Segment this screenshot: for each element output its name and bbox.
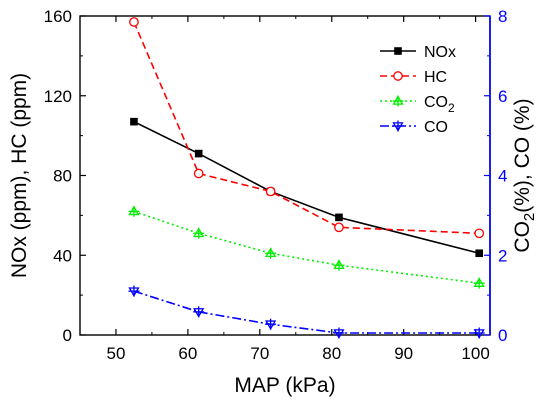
legend-marker [393,71,403,81]
plot-frame [79,15,491,336]
y-left-tick-label: 80 [53,167,72,186]
y-right-tick-label: 4 [498,167,507,186]
data-point-co2 [193,227,205,239]
y-axis-right-title: CO2(%), CO (%) [511,98,538,252]
data-point-hc [193,168,204,179]
y-left-tick-label: 160 [44,7,72,26]
series-co2 [128,205,485,289]
data-point-co [264,318,277,331]
y-axis-left-title: NOx (ppm), HC (ppm) [8,73,31,278]
data-point-hc [265,186,276,197]
legend-marker [394,47,402,55]
y-right-title-part: CO [511,221,534,253]
legend-item-hc: HC [380,69,447,86]
data-point-hc [334,222,344,233]
legend-item-co2: CO2 [380,94,455,115]
legend-label-main: CO [424,119,448,136]
legend-label-main: CO [424,94,448,111]
x-tick-label: 100 [461,344,489,363]
legend-label: HC [424,69,447,86]
data-point-nox [475,249,484,258]
legend-marker [392,120,404,132]
series-line-co [133,290,480,334]
data-point-co [473,327,485,339]
y-right-tick-label: 2 [498,246,507,265]
y-left-tick-label: 120 [44,87,72,106]
y-right-title-part: (%), CO (%) [511,98,534,212]
legend-label: NOx [424,44,456,61]
data-point-co2 [473,277,485,289]
data-point-co [333,327,345,339]
y-right-tick-label: 0 [498,326,507,345]
y-left-tick-label: 0 [63,326,72,345]
x-tick-label: 50 [107,344,126,363]
x-tick-label: 70 [250,344,269,363]
series-co [128,285,485,339]
y-right-tick-label: 6 [498,87,507,106]
data-point-hc [129,17,139,27]
series-layer [128,17,485,339]
data-point-co2 [128,205,140,217]
x-axis-title: MAP (kPa) [234,374,335,397]
legend-label-subscript: 2 [448,101,455,115]
legend-label: CO [424,119,448,136]
x-tick-label: 90 [394,344,413,363]
data-point-nox [194,149,203,158]
data-point-nox [130,117,138,126]
series-line-co2 [133,210,480,284]
legend-label-main: NOx [424,44,456,61]
series-line-nox [133,120,480,255]
data-point-hc [474,228,485,239]
y-right-title-subscript: 2 [521,213,538,221]
data-point-co2 [333,259,345,271]
data-point-co [128,285,140,297]
plot-axes: 50 60 70 80 90 100 0 40 80 120 160 0 2 4 6 8 [44,7,508,363]
data-point-co [193,306,205,318]
legend-label: CO2 [424,94,455,115]
data-point-co2 [264,247,277,259]
legend-label-main: HC [424,69,447,86]
x-tick-label: 80 [322,344,341,363]
data-point-nox [335,213,343,222]
y-left-tick-label: 40 [53,246,72,265]
legend-marker [392,95,404,107]
legend-item-nox: NOx [380,44,456,61]
legend-item-co: CO [380,119,448,136]
x-tick-label: 60 [178,344,197,363]
series-hc [129,17,485,239]
y-right-tick-label: 8 [498,7,507,26]
